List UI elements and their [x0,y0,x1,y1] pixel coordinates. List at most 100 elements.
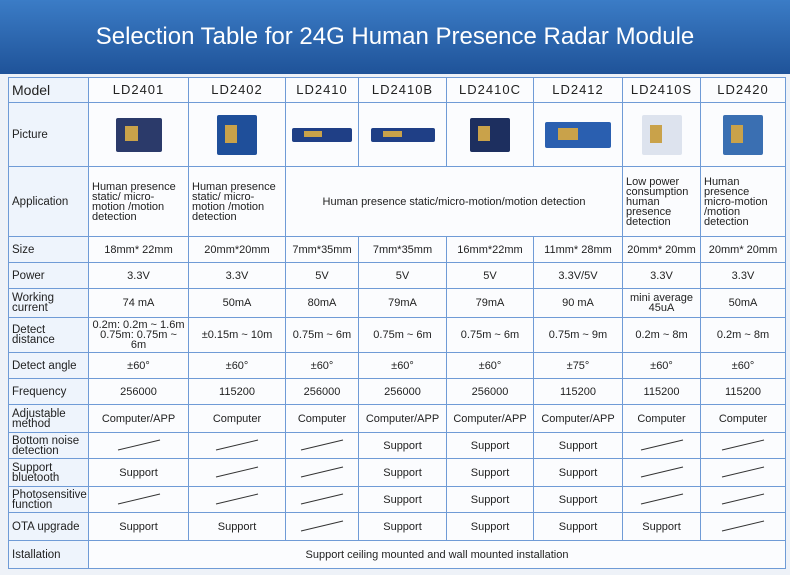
table-cell: 115200 [188,378,286,405]
table-cell: LD2410S [622,77,701,103]
table-cell: Support [88,512,189,541]
not-supported-cell [188,458,286,487]
chip [478,126,490,142]
table-cell: Support [533,432,623,459]
table-row: Detect angle ±60° ±60° ±60° ±60° ±60° ±75° ±60°… [8,352,786,379]
table-row: Bottom noise detection Support Support Supp… [8,432,786,459]
not-supported-cell [285,486,359,513]
not-supported-cell [700,432,786,459]
table-row: Detect distance 0.2m: 0.2m ~ 1.6m 0.75m: … [8,317,786,353]
table-row: Size 18mm* 22mm 20mm*20mm 7mm*35mm 7mm*35mm 1… [8,236,786,263]
not-supported-cell [285,512,359,541]
not-supported-cell [700,512,786,541]
row-label: OTA upgrade [8,512,89,541]
slash [215,493,259,504]
table-cell: Support [188,512,286,541]
table-cell: 20mm* 20mm [700,236,786,263]
table-cell: LD2402 [188,77,286,103]
slash [117,439,160,450]
table-cell: ±60° [88,352,189,379]
table-cell: 115200 [622,378,701,405]
row-label: Working current [8,288,89,318]
table-row: Model LD2401 LD2402 LD2410 LD2410B LD2410C LD2… [8,77,786,103]
table-cell: ±60° [446,352,534,379]
table-cell: 5V [446,262,534,289]
table-cell: LD2410 [285,77,359,103]
table-cell: Human presence static/micro-motion/motio… [285,166,623,237]
row-label: Picture [8,102,89,167]
module-picture [641,114,682,155]
row-label: Detect distance [8,317,89,353]
table-row: Istallation Support ceiling mounted and w… [8,540,786,569]
table-cell: 16mm*22mm [446,236,534,263]
table-row: Frequency 256000 115200 256000 256000 256000 1… [8,378,786,405]
table-cell: Support [622,512,701,541]
table-cell: 7mm*35mm [285,236,359,263]
table-cell: Computer [700,404,786,433]
chip [383,131,403,138]
slash [215,439,259,450]
table-cell: 50mA [700,288,786,318]
row-label: Application [8,166,89,237]
table-cell: Support ceiling mounted and wall mounted… [88,540,786,569]
table-cell: LD2412 [533,77,623,103]
table-cell: 79mA [446,288,534,318]
table-cell: 0.75m ~ 6m [358,317,447,353]
table-cell: Computer [622,404,701,433]
table-cell: 3.3V [700,262,786,289]
table-cell: Human presence static/ micro-motion /mot… [88,166,189,237]
module-picture [723,114,763,155]
table-cell: 11mm* 28mm [533,236,623,263]
table-cell: Support [446,486,534,513]
chip [304,131,322,138]
table-cell: ±0.15m ~ 10m [188,317,286,353]
table-cell: 0.75m ~ 6m [285,317,359,353]
table-cell: LD2420 [700,77,786,103]
title: Selection Table for 24G Human Presence R… [0,0,790,74]
table-cell: LD2410B [358,77,447,103]
table-row: Support bluetooth Support Support Support Su… [8,458,786,487]
table-cell: Support [446,458,534,487]
slash [640,493,683,504]
table-cell: ±60° [700,352,786,379]
table-cell: 20mm*20mm [188,236,286,263]
table-row: Picture [8,102,786,167]
table-cell: ±60° [188,352,286,379]
table-cell: Computer/APP [533,404,623,433]
not-supported-cell [188,432,286,459]
module-picture [115,117,162,152]
not-supported-cell [622,432,701,459]
table-cell: mini average 45uA [622,288,701,318]
table-cell: 0.75m ~ 9m [533,317,623,353]
table-row: Power 3.3V 3.3V 5V 5V 5V 3.3V/5V 3.3V 3.3V [8,262,786,289]
table-cell: Low power consumption human presence det… [622,166,701,237]
slash [721,493,765,504]
module-picture [545,121,611,148]
slash [300,439,344,450]
table-cell: Computer/APP [446,404,534,433]
table-cell: 256000 [88,378,189,405]
row-label: Support bluetooth [8,458,89,487]
table-row: OTA upgrade Support Support Support Support S… [8,512,786,541]
table-cell: 5V [358,262,447,289]
chip [731,124,743,143]
table-cell: 50mA [188,288,286,318]
table-cell: Support [533,458,623,487]
table-cell: Support [88,458,189,487]
chip [558,128,578,140]
module-picture [370,127,435,142]
table-cell: Support [446,512,534,541]
not-supported-cell [88,486,189,513]
table-cell: Human presence static/ micro-motion /mot… [188,166,286,237]
table-cell: Support [358,486,447,513]
table-cell: ±60° [358,352,447,379]
table-cell: 79mA [358,288,447,318]
table-cell: Support [358,458,447,487]
picture-cell [622,102,701,167]
table-cell: 5V [285,262,359,289]
table-row: Photosensitive function Support Support Sup… [8,486,786,513]
not-supported-cell [188,486,286,513]
picture-cell [446,102,534,167]
table-cell: 3.3V [188,262,286,289]
row-label: Adjustable method [8,404,89,433]
